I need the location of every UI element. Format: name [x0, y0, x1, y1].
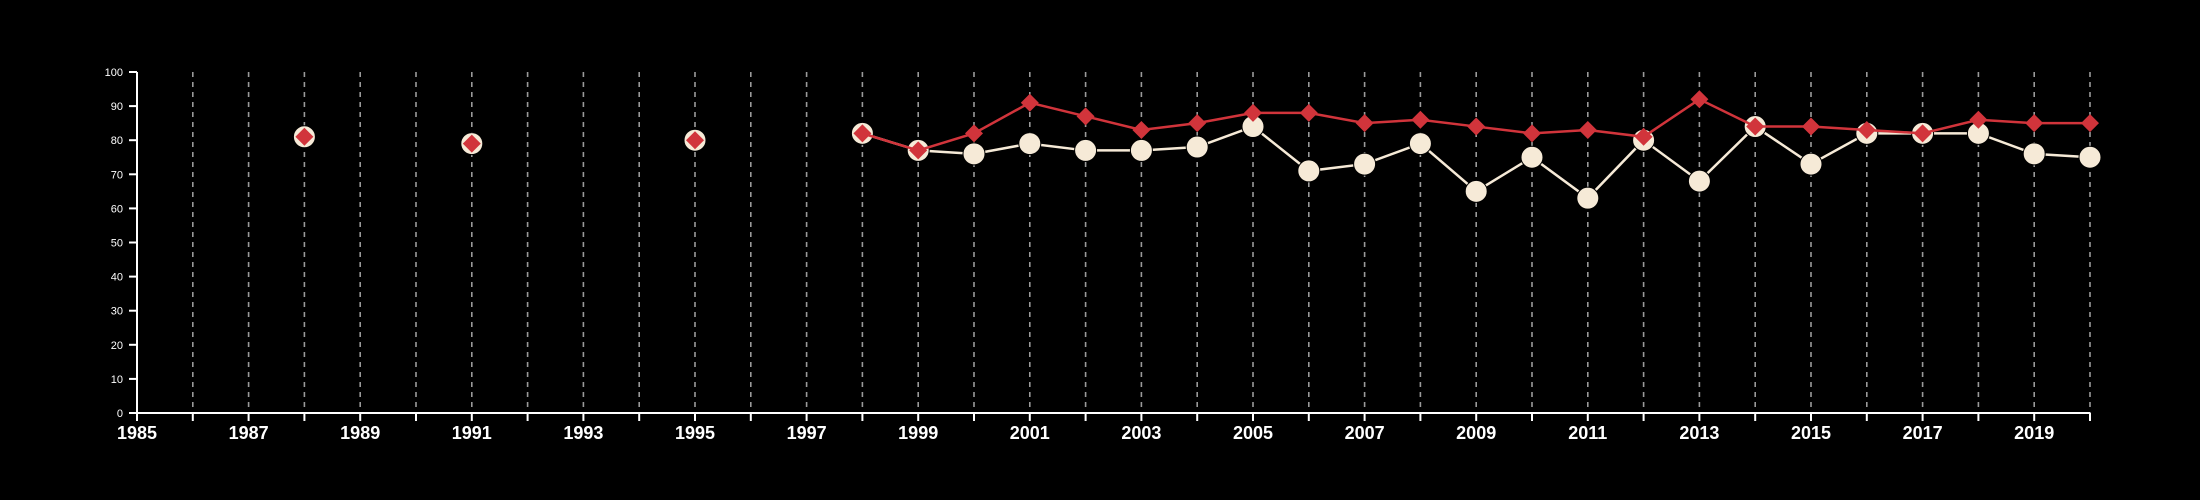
x-tick-label: 2019: [2014, 423, 2054, 443]
data-point-circle: [1074, 138, 1098, 162]
x-tick-label: 1991: [452, 423, 492, 443]
x-tick-label: 2013: [1679, 423, 1719, 443]
series-diamond: [295, 90, 2099, 160]
data-point-diamond: [462, 134, 481, 153]
data-point-diamond: [1299, 103, 1318, 122]
y-tick-label: 60: [111, 203, 123, 215]
data-point-circle: [1353, 152, 1377, 176]
data-point-diamond: [2025, 114, 2044, 133]
data-point-diamond: [853, 124, 872, 143]
data-point-diamond: [295, 127, 314, 146]
data-point-diamond: [1467, 117, 1486, 136]
data-point-diamond: [909, 141, 928, 160]
data-point-circle: [2022, 142, 2046, 166]
y-tick-label: 30: [111, 306, 123, 318]
data-point-diamond: [1355, 114, 1374, 133]
y-tick-label: 70: [111, 169, 123, 181]
x-tick-label: 2001: [1010, 423, 1050, 443]
x-tick-label: 1995: [675, 423, 715, 443]
data-point-diamond: [1523, 124, 1541, 143]
data-point-circle: [1185, 135, 1209, 159]
axes: 0 10 20 30 40 50 60 70 80 90 100 1985 1987 1989 1991 19…: [105, 67, 2091, 443]
data-point-diamond: [1244, 103, 1262, 122]
data-point-diamond: [1913, 124, 1932, 143]
data-point-diamond: [965, 124, 983, 143]
data-point-circle: [1018, 132, 1042, 156]
y-tick-label: 50: [111, 238, 123, 250]
series-circle: [292, 115, 2102, 210]
data-point-diamond: [1802, 117, 1820, 136]
data-point-circle: [2078, 145, 2102, 169]
data-point-diamond: [1020, 93, 1039, 112]
x-tick-label: 1989: [340, 423, 380, 443]
data-point-diamond: [1969, 110, 1988, 129]
data-point-diamond: [1746, 117, 1765, 136]
y-tick-label: 0: [117, 408, 123, 420]
data-point-diamond: [686, 131, 704, 150]
y-tick-label: 100: [105, 67, 123, 79]
x-tick-label: 2005: [1233, 423, 1273, 443]
data-point-circle: [1520, 145, 1544, 169]
data-point-diamond: [1578, 120, 1597, 139]
x-tick-label: 2003: [1121, 423, 1161, 443]
x-tick-label: 2011: [1568, 423, 1607, 443]
data-point-circle: [1576, 186, 1600, 210]
y-tick-label: 20: [111, 340, 123, 352]
data-point-circle: [1129, 138, 1153, 162]
data-point-circle: [1799, 152, 1823, 176]
data-point-circle: [1408, 132, 1432, 156]
data-point-circle: [1687, 169, 1711, 193]
y-tick-label: 80: [111, 135, 123, 147]
data-point-diamond: [2081, 114, 2099, 133]
y-tick-label: 40: [111, 272, 123, 284]
x-tick-label: 1993: [563, 423, 603, 443]
data-point-circle: [1297, 159, 1321, 183]
y-tick-label: 10: [111, 374, 123, 386]
gridlines: [192, 72, 2091, 413]
data-point-diamond: [1076, 107, 1095, 126]
x-tick-label: 2017: [1903, 423, 1943, 443]
data-point-circle: [962, 142, 986, 166]
series: [292, 90, 2102, 210]
x-tick-label: 1999: [898, 423, 938, 443]
data-point-diamond: [1634, 127, 1653, 146]
data-point-circle: [1464, 179, 1488, 203]
data-point-diamond: [1857, 120, 1876, 139]
x-tick-label: 2009: [1456, 423, 1496, 443]
y-tick-label: 90: [111, 101, 123, 113]
x-tick-label: 1997: [787, 423, 827, 443]
x-tick-label: 2015: [1791, 423, 1831, 443]
data-point-diamond: [1188, 114, 1207, 133]
x-tick-label: 1985: [117, 423, 157, 443]
x-tick-label: 1987: [229, 423, 269, 443]
data-point-diamond: [1132, 120, 1151, 139]
x-tick-label: 2007: [1345, 423, 1385, 443]
data-point-diamond: [1411, 110, 1430, 129]
data-point-diamond: [1690, 90, 1709, 109]
